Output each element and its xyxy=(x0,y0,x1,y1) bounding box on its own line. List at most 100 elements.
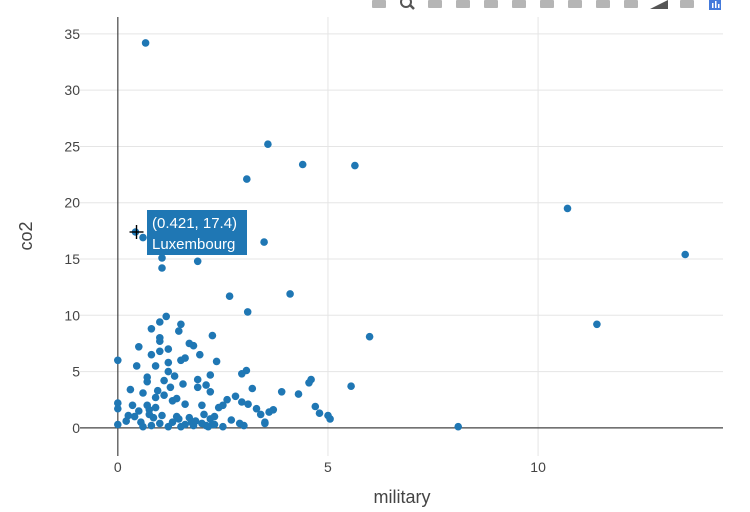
data-point[interactable] xyxy=(260,238,268,246)
data-point[interactable] xyxy=(252,404,261,413)
zoom-icon[interactable] xyxy=(398,0,416,10)
data-point[interactable] xyxy=(139,233,147,242)
data-point[interactable] xyxy=(114,420,122,429)
data-point[interactable] xyxy=(124,411,133,420)
data-point[interactable] xyxy=(231,392,240,401)
data-point[interactable] xyxy=(156,337,164,346)
data-point[interactable] xyxy=(151,362,160,370)
data-point[interactable] xyxy=(158,411,166,420)
data-point[interactable] xyxy=(147,325,156,333)
data-point[interactable] xyxy=(145,406,154,414)
data-point[interactable] xyxy=(269,406,278,414)
data-point[interactable] xyxy=(264,140,272,148)
data-point[interactable] xyxy=(326,415,334,423)
data-point[interactable] xyxy=(210,412,219,421)
data-point[interactable] xyxy=(305,379,313,387)
data-point[interactable] xyxy=(240,421,248,430)
pan-icon[interactable] xyxy=(426,0,444,10)
data-point[interactable] xyxy=(166,383,175,392)
data-point[interactable] xyxy=(223,395,231,404)
data-point[interactable] xyxy=(563,204,572,213)
data-point[interactable] xyxy=(162,312,170,321)
data-point[interactable] xyxy=(351,161,359,170)
data-point[interactable] xyxy=(135,407,143,415)
data-point[interactable] xyxy=(200,410,208,419)
data-point[interactable] xyxy=(156,318,164,326)
data-point[interactable] xyxy=(191,417,200,425)
data-point[interactable] xyxy=(212,357,221,366)
zoom-out-icon[interactable] xyxy=(538,0,556,10)
data-point[interactable] xyxy=(114,356,122,365)
data-point[interactable] xyxy=(315,409,324,418)
data-point[interactable] xyxy=(179,380,187,388)
data-points[interactable] xyxy=(114,39,689,431)
data-point[interactable] xyxy=(193,375,202,384)
data-point[interactable] xyxy=(135,343,143,351)
data-point[interactable] xyxy=(164,367,173,376)
data-point[interactable] xyxy=(243,308,252,316)
data-point[interactable] xyxy=(311,402,320,411)
data-point[interactable] xyxy=(198,401,206,410)
data-point[interactable] xyxy=(156,347,164,356)
data-point[interactable] xyxy=(208,331,217,340)
data-point[interactable] xyxy=(238,370,246,378)
data-point[interactable] xyxy=(243,175,251,183)
data-point[interactable] xyxy=(286,290,294,298)
data-point[interactable] xyxy=(225,292,234,301)
data-point[interactable] xyxy=(181,354,189,362)
plotly-logo-icon[interactable] xyxy=(706,0,724,10)
data-point[interactable] xyxy=(160,391,168,400)
box-select-icon[interactable] xyxy=(454,0,472,10)
data-point[interactable] xyxy=(219,422,227,431)
data-point[interactable] xyxy=(151,393,160,402)
data-point[interactable] xyxy=(114,399,122,407)
data-point[interactable] xyxy=(261,419,269,428)
data-point[interactable] xyxy=(177,320,185,329)
data-point[interactable] xyxy=(454,422,463,431)
data-point[interactable] xyxy=(175,415,183,423)
data-point[interactable] xyxy=(193,257,202,266)
data-point[interactable] xyxy=(172,394,181,403)
zoom-in-icon[interactable] xyxy=(510,0,528,10)
data-point[interactable] xyxy=(681,250,689,259)
data-point[interactable] xyxy=(139,422,147,431)
data-point[interactable] xyxy=(196,350,204,359)
data-point[interactable] xyxy=(126,385,135,394)
reset-axes-icon[interactable] xyxy=(594,0,612,10)
hover-compare-icon[interactable] xyxy=(678,0,696,10)
data-point[interactable] xyxy=(298,160,307,169)
data-point[interactable] xyxy=(185,339,194,348)
data-point[interactable] xyxy=(164,345,173,353)
data-point[interactable] xyxy=(130,412,139,421)
camera-icon[interactable] xyxy=(370,0,388,10)
data-point[interactable] xyxy=(206,371,215,379)
data-point[interactable] xyxy=(143,377,151,386)
data-point[interactable] xyxy=(147,350,156,359)
data-point[interactable] xyxy=(238,398,246,406)
data-point[interactable] xyxy=(204,422,212,431)
data-point[interactable] xyxy=(181,400,189,409)
data-point[interactable] xyxy=(219,401,227,410)
lasso-select-icon[interactable] xyxy=(482,0,500,10)
data-point[interactable] xyxy=(156,419,164,428)
data-point[interactable] xyxy=(164,358,173,367)
data-point[interactable] xyxy=(139,389,147,397)
autoscale-icon[interactable] xyxy=(566,0,584,10)
data-point[interactable] xyxy=(168,418,177,427)
data-point[interactable] xyxy=(141,39,150,47)
data-point[interactable] xyxy=(248,384,257,393)
data-point[interactable] xyxy=(147,421,156,430)
data-point[interactable] xyxy=(158,254,166,262)
data-point[interactable] xyxy=(153,386,162,395)
data-point[interactable] xyxy=(202,381,210,389)
data-point[interactable] xyxy=(256,410,265,419)
data-point[interactable] xyxy=(170,372,179,380)
data-point[interactable] xyxy=(593,320,601,329)
data-point[interactable] xyxy=(132,362,141,370)
data-point[interactable] xyxy=(347,382,355,391)
hover-closest-icon[interactable] xyxy=(650,0,668,10)
data-point[interactable] xyxy=(158,264,166,272)
data-point[interactable] xyxy=(193,383,202,392)
data-point[interactable] xyxy=(149,413,158,422)
data-point[interactable] xyxy=(206,388,215,396)
